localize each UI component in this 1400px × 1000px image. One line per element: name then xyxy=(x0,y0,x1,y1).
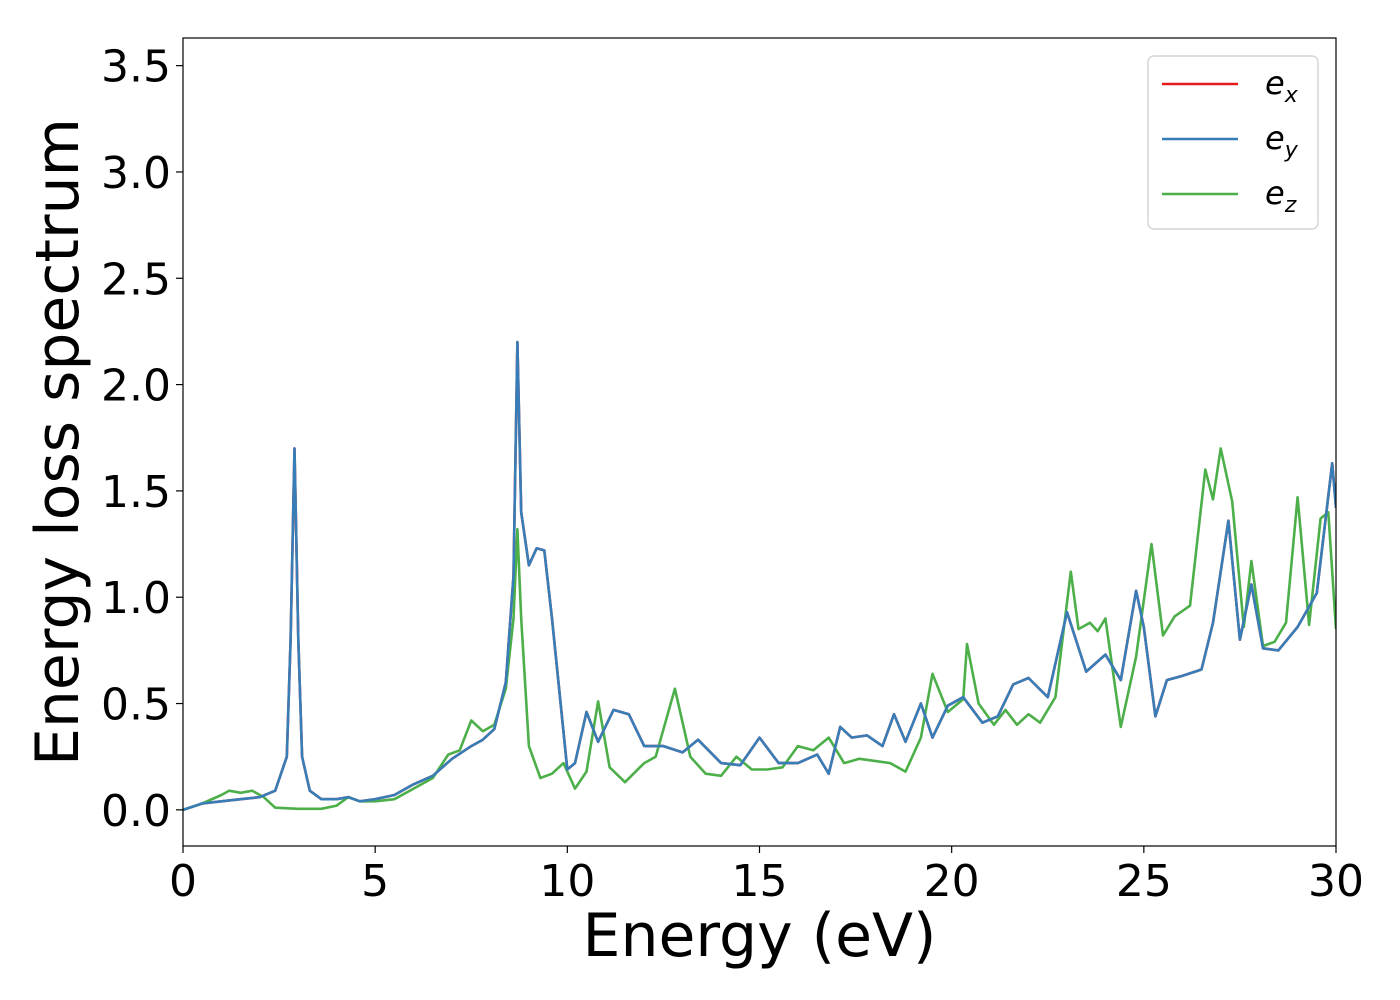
legend-label-e-y: ey xyxy=(1265,119,1299,163)
legend-box xyxy=(1147,55,1319,230)
legend-label-e-z: ez xyxy=(1265,174,1297,218)
y-axis-title: Energy loss spectrum xyxy=(23,118,93,766)
x-tick-label: 20 xyxy=(924,856,980,907)
x-tick-label: 30 xyxy=(1308,856,1364,907)
x-tick-label: 25 xyxy=(1116,856,1172,907)
legend: ex ey ez xyxy=(1147,55,1319,230)
series-line-e-z xyxy=(183,447,1336,812)
y-tick-label: 1.0 xyxy=(101,573,171,624)
x-tick-label: 15 xyxy=(732,856,788,907)
x-axis-title: Energy (eV) xyxy=(583,901,937,971)
y-tick-label: 3.0 xyxy=(101,148,171,199)
x-tick-label: 10 xyxy=(539,856,595,907)
plot-lines xyxy=(183,340,1336,812)
legend-label-e-x: ex xyxy=(1265,64,1299,108)
x-tick-label: 5 xyxy=(361,856,389,907)
series-line-e-y xyxy=(183,340,1336,812)
y-tick-label: 2.0 xyxy=(101,361,171,412)
y-tick-label: 3.5 xyxy=(101,42,171,93)
y-tick-label: 0.0 xyxy=(101,786,171,837)
y-tick-label: 1.5 xyxy=(101,467,171,518)
y-tick-label: 2.5 xyxy=(101,254,171,305)
axis-ticks: 0 5 10 15 20 25 30 0.0 0.5 1.0 1.5 2.0 2.5 3.0 3.5 xyxy=(101,42,1364,907)
x-tick-label: 0 xyxy=(169,856,197,907)
y-tick-label: 0.5 xyxy=(101,680,171,731)
